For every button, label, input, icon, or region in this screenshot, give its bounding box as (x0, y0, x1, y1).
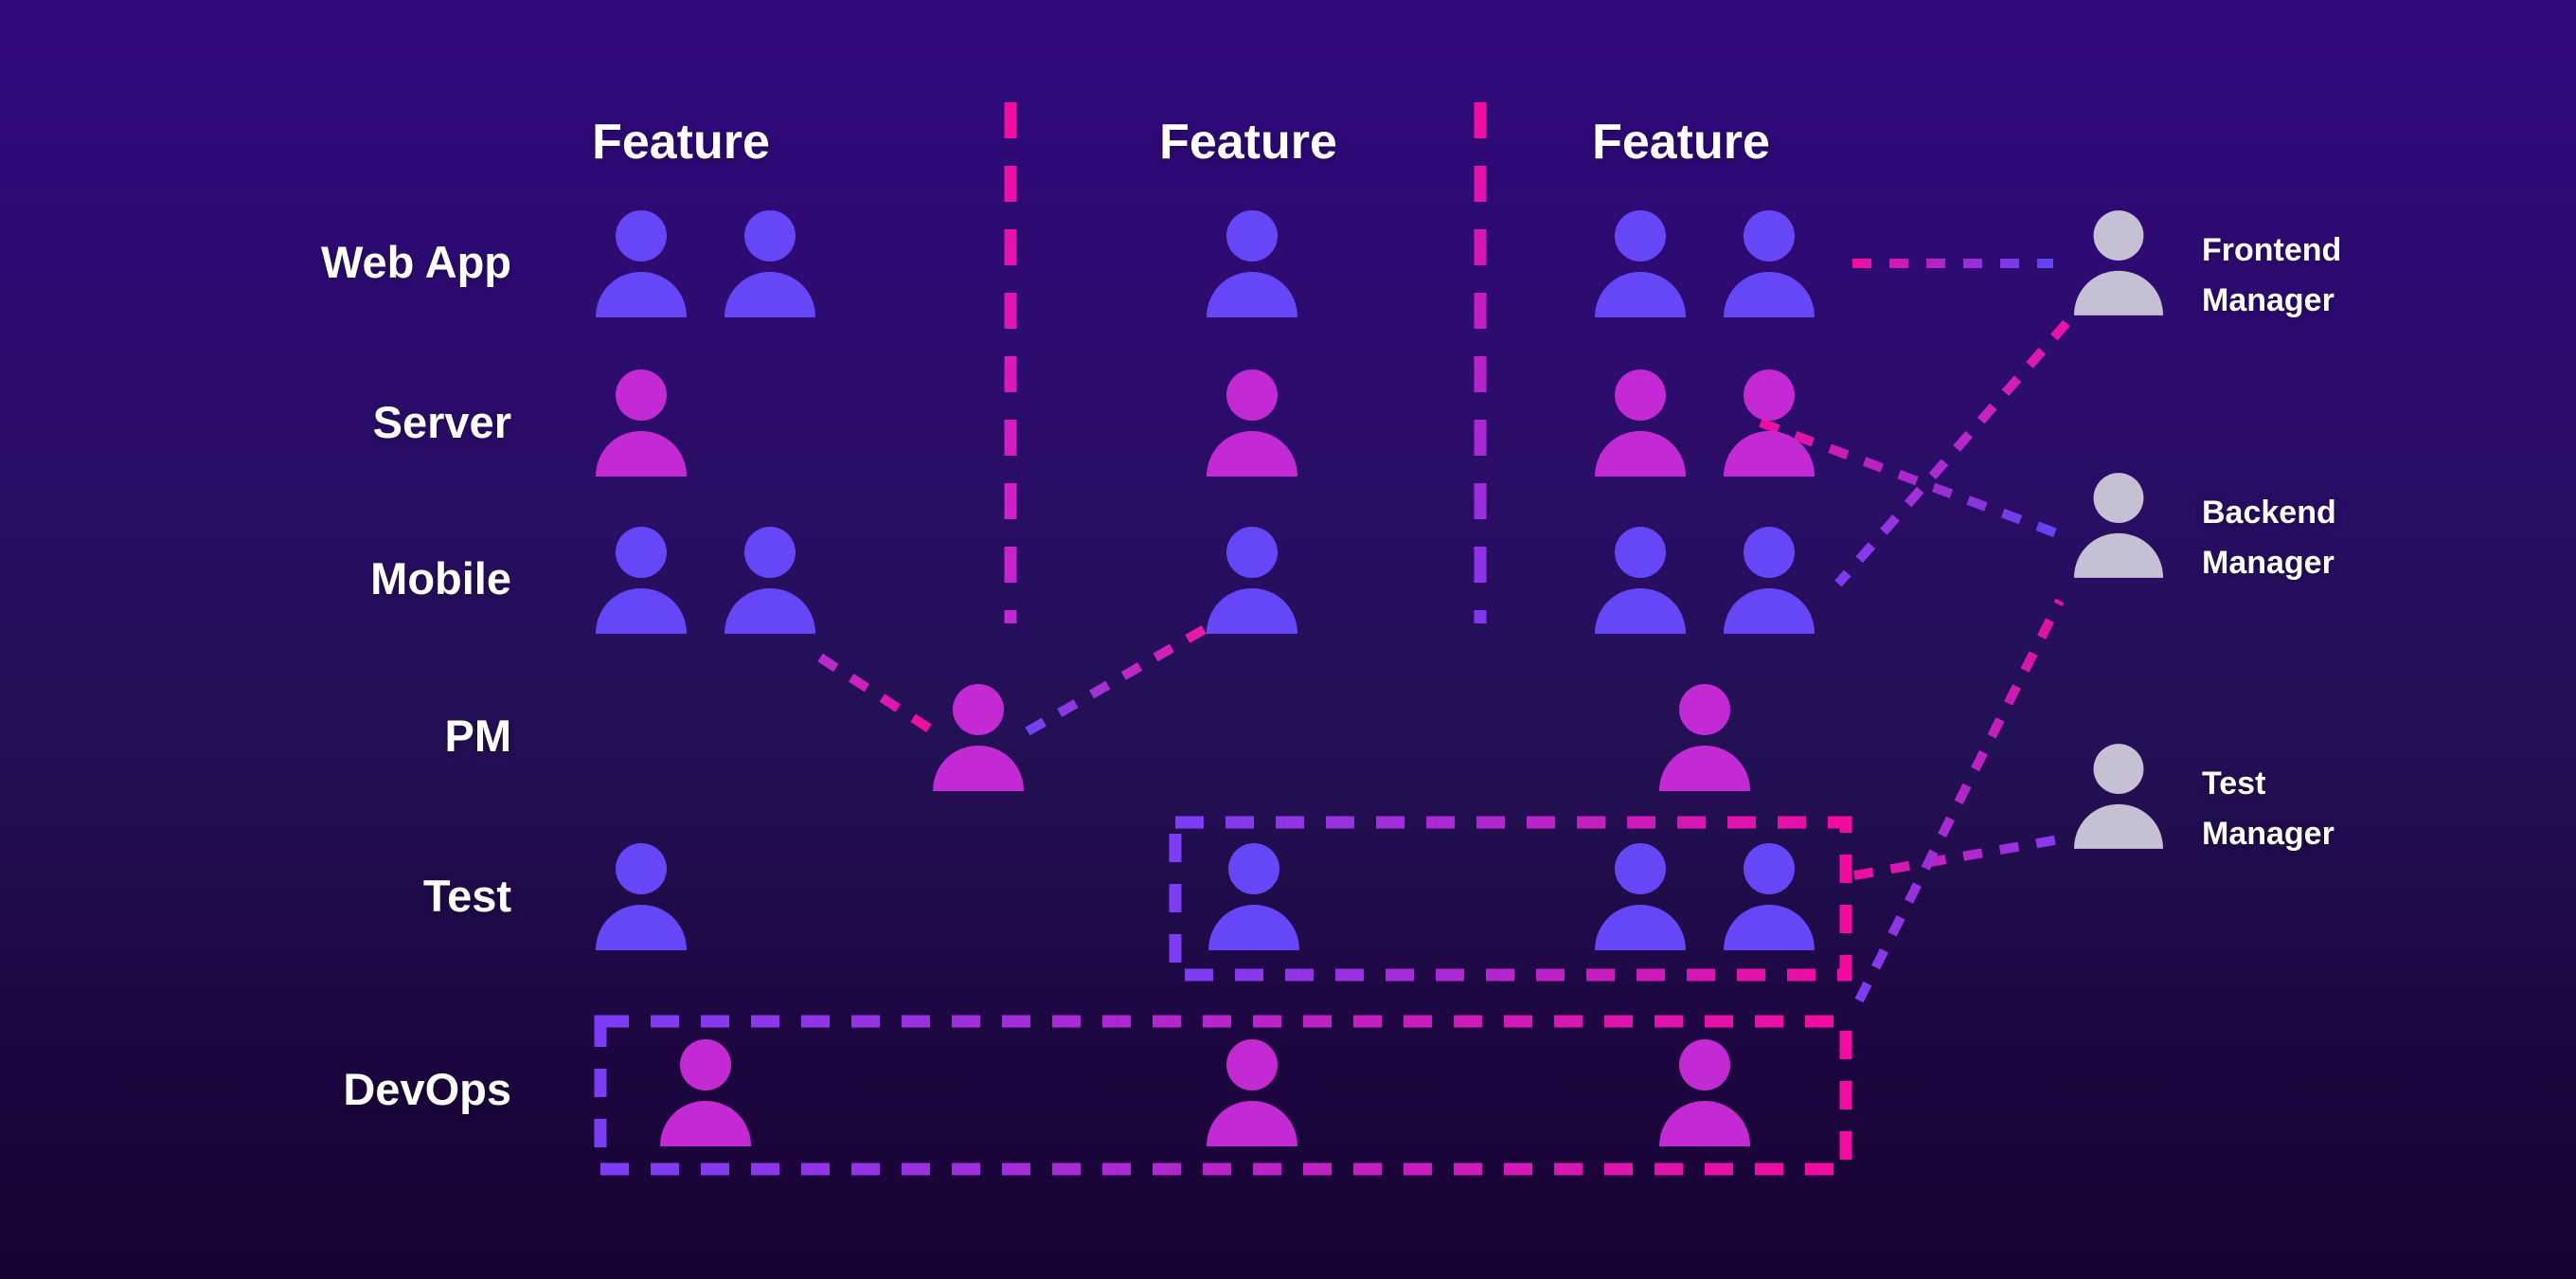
person-icon-mobile-feature1 (724, 527, 815, 634)
feature-3-label: Feature (1592, 115, 1770, 170)
row-label-server: Server (372, 397, 511, 447)
person-icon-devops-feature1 (660, 1039, 751, 1146)
row-label-mobile: Mobile (370, 553, 511, 603)
person-icon-server-feature1 (596, 369, 687, 477)
test-team-box (1169, 816, 1852, 982)
person-icon-server-feature2 (1207, 369, 1297, 477)
person-icon-web-app-feature3 (1595, 210, 1686, 317)
test-manager-label: Test Manager (2202, 766, 2334, 852)
connector-frontend-manager-mobile (1834, 319, 2070, 587)
row-label-devops: DevOps (343, 1064, 511, 1114)
person-icon-mobile-feature2 (1207, 527, 1297, 634)
connector-devops-box-backend-manager (1854, 598, 2065, 1003)
backend-manager-icon (2074, 473, 2163, 578)
person-icon-web-app-feature1 (724, 210, 815, 317)
connector-pm-feature2-mobile (1025, 624, 1208, 736)
person-icon-devops-feature3 (1659, 1039, 1750, 1146)
connector-test-box-test-manager (1853, 833, 2071, 880)
frontend-manager-label: Frontend Manager (2202, 232, 2342, 318)
backend-manager-label: Backend Manager (2202, 495, 2336, 581)
people-layer (596, 210, 2163, 1146)
feature-2-label: Feature (1159, 115, 1337, 170)
feature-1-label: Feature (592, 115, 770, 170)
person-icon-devops-feature2 (1207, 1039, 1297, 1146)
person-icon-test-feature3 (1595, 843, 1686, 950)
person-icon-server-feature3 (1595, 369, 1686, 477)
row-label-pm: PM (444, 711, 512, 761)
person-icon-mobile-feature1 (596, 527, 687, 634)
row-label-test: Test (422, 871, 511, 921)
person-icon-test-feature3 (1724, 843, 1815, 950)
frontend-manager-icon (2074, 210, 2163, 315)
person-icon-test-feature2 (1208, 843, 1299, 950)
test-manager-icon (2074, 744, 2163, 849)
person-icon-mobile-feature3 (1724, 527, 1815, 634)
person-icon-pm-feature3 (1659, 684, 1750, 791)
row-label-web-app: Web App (320, 237, 511, 287)
person-icon-web-app-feature2 (1207, 210, 1297, 317)
devops-team-box (594, 1015, 1852, 1176)
person-icon-web-app-feature1 (596, 210, 687, 317)
person-icon-web-app-feature3 (1724, 210, 1815, 317)
person-icon-mobile-feature3 (1595, 527, 1686, 634)
connector-server-backend-manager (1759, 418, 2066, 541)
person-icon-pm-feature1 (933, 684, 1024, 791)
person-icon-test-feature1 (596, 843, 687, 950)
connector-pm-feature1-mobile (817, 653, 934, 734)
